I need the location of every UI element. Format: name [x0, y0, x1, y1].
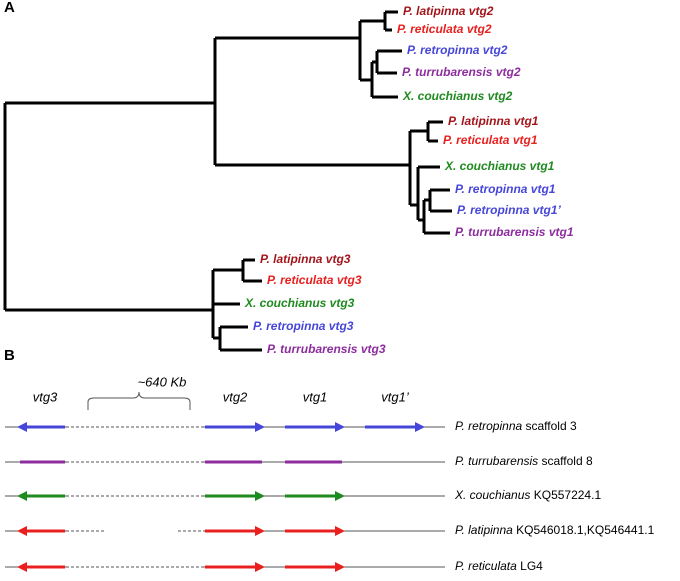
leaf-label: P. latipinna vtg1: [448, 114, 539, 128]
row-label: P. turrubarensis scaffold 8: [455, 454, 593, 468]
arrow-head: [335, 491, 345, 501]
scaffold-name: KQ546018.1,KQ546441.1: [513, 523, 655, 537]
leaf-label: X. couchianus vtg3: [244, 296, 355, 310]
scaffold-name: scaffold 3: [522, 419, 577, 433]
leaf-label: P. turrubarensis vtg3: [267, 342, 386, 356]
arrow-head: [17, 491, 27, 501]
leaf-label: P. retropinna vtg3: [253, 319, 354, 333]
species-name: X. couchianus: [454, 488, 530, 502]
panel-label: B: [4, 347, 15, 364]
arrow-head: [255, 491, 265, 501]
leaf-label: P. latipinna vtg3: [260, 252, 351, 266]
arrow-head: [17, 526, 27, 536]
gene-label: vtg1’: [381, 389, 410, 404]
gap-mask: [66, 565, 204, 569]
gene-label: vtg3: [33, 389, 58, 404]
species-name: P. latipinna: [455, 523, 513, 537]
gap-mask: [66, 529, 204, 533]
leaf-label: X. couchianus vtg1: [444, 159, 555, 173]
arrow-head: [255, 422, 265, 432]
arrow-head: [255, 562, 265, 572]
gene-label: vtg1: [303, 389, 328, 404]
arrow-head: [17, 562, 27, 572]
species-name: P. retropinna: [455, 419, 522, 433]
leaf-label: P. latipinna vtg2: [403, 4, 494, 18]
row-label: X. couchianus KQ557224.1: [454, 488, 601, 502]
scaffold-name: KQ557224.1: [530, 488, 601, 502]
species-name: P. turrubarensis: [455, 454, 538, 468]
arrow-head: [415, 422, 425, 432]
gap-mask: [66, 460, 204, 464]
leaf-label: P. retropinna vtg2: [407, 43, 508, 57]
leaf-label: X. couchianus vtg2: [402, 89, 513, 103]
scaffold-name: scaffold 8: [538, 454, 593, 468]
leaf-label: P. retropinna vtg1’: [457, 203, 561, 217]
row-label: P. latipinna KQ546018.1,KQ546441.1: [455, 523, 655, 537]
species-name: P. reticulata: [455, 559, 517, 573]
scaffold-name: LG4: [517, 559, 543, 573]
gap-mask: [66, 494, 204, 498]
gap-mask: [66, 425, 204, 429]
leaf-label: P. retropinna vtg1: [455, 182, 556, 196]
arrow-head: [255, 526, 265, 536]
leaf-label: P. reticulata vtg2: [397, 22, 492, 36]
arrow-head: [335, 422, 345, 432]
gap-brace: [87, 391, 191, 410]
tree-branches: [3, 12, 432, 350]
leaf-label: P. reticulata vtg1: [443, 133, 538, 147]
panel-label: A: [4, 0, 15, 16]
leaf-label: P. reticulata vtg3: [267, 273, 362, 287]
arrow-head: [335, 526, 345, 536]
arrow-head: [17, 422, 27, 432]
gene-label: vtg2: [223, 389, 248, 404]
leaf-label: P. turrubarensis vtg2: [402, 65, 521, 79]
row-label: P. reticulata LG4: [455, 559, 543, 573]
arrow-head: [335, 562, 345, 572]
gap-label: ~640 Kb: [138, 374, 187, 389]
row-label: P. retropinna scaffold 3: [455, 419, 577, 433]
leaf-label: P. turrubarensis vtg1: [455, 225, 574, 239]
